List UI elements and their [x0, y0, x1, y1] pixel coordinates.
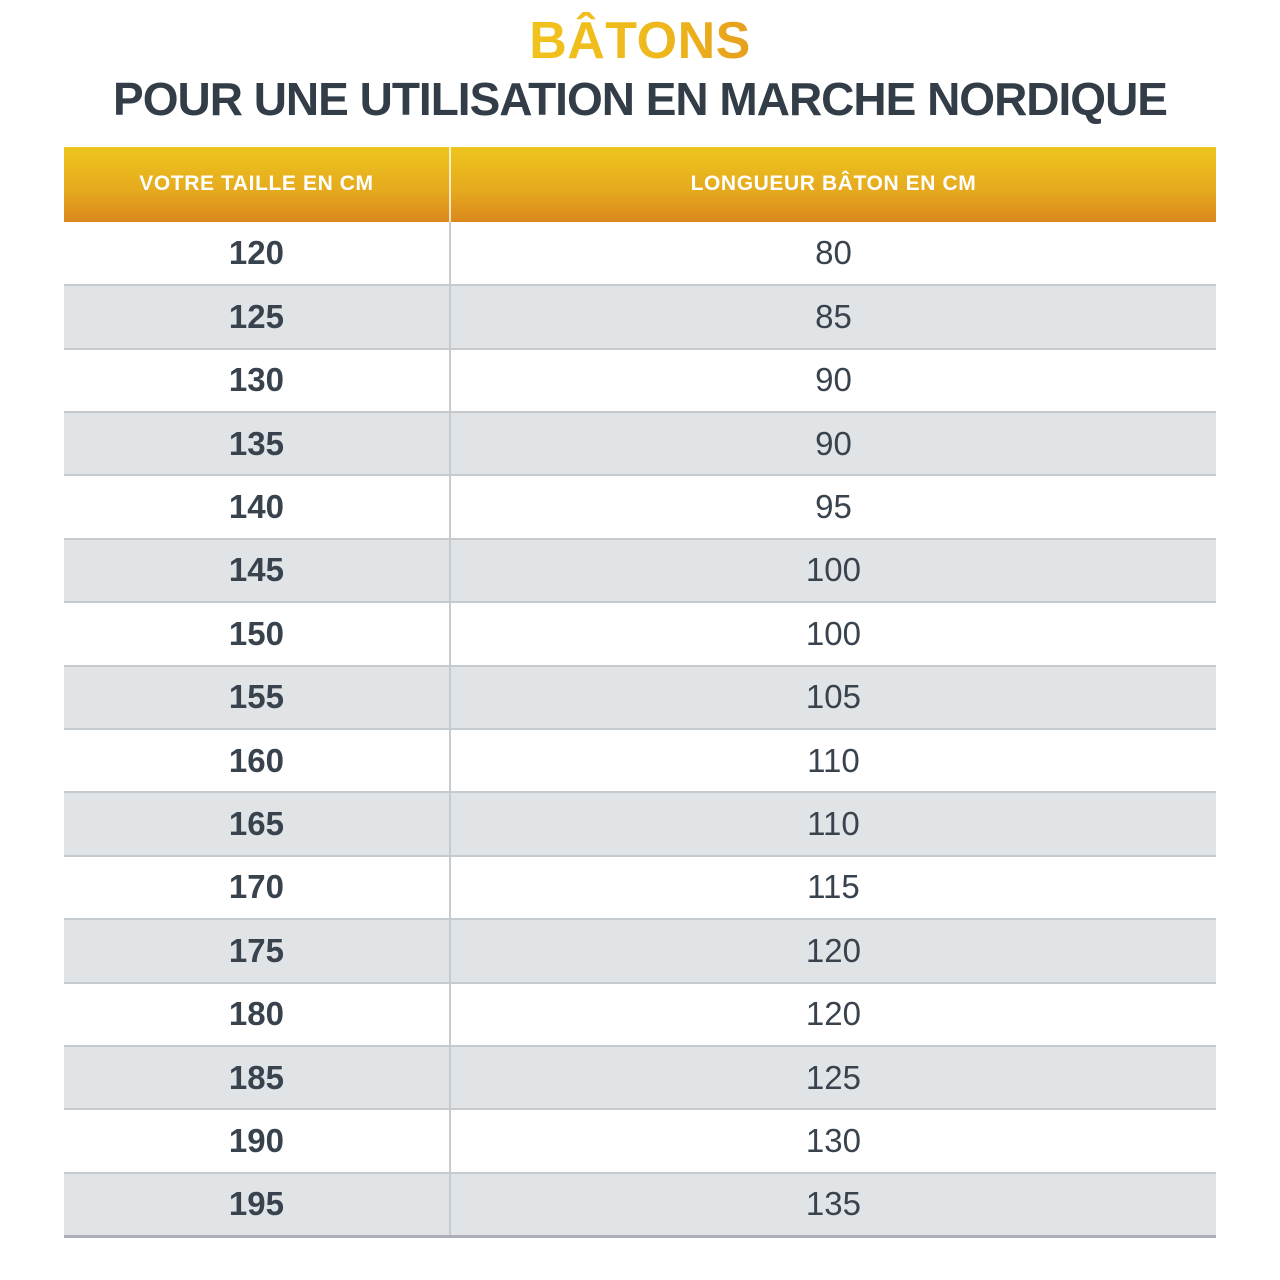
- height-cell: 185: [64, 1045, 451, 1111]
- table-row: 150 100: [64, 602, 1216, 667]
- pole-length-cell: 120: [449, 919, 1216, 984]
- table-row: 155 105: [64, 665, 1216, 730]
- table-row: 120 80: [64, 221, 1216, 287]
- height-cell: 150: [64, 602, 451, 667]
- height-cell: 160: [64, 728, 451, 794]
- pole-length-cell: 125: [449, 1045, 1216, 1111]
- height-cell: 135: [64, 412, 451, 477]
- pole-length-cell: 110: [449, 792, 1216, 857]
- pole-length-cell: 120: [449, 982, 1216, 1047]
- table-row: 175 120: [64, 919, 1216, 984]
- table-row: 165 110: [64, 792, 1216, 857]
- pole-length-cell: 115: [449, 855, 1216, 921]
- height-cell: 120: [64, 221, 451, 287]
- height-cell: 155: [64, 665, 451, 730]
- pole-length-cell: 95: [449, 475, 1216, 540]
- table-row: 130 90: [64, 348, 1216, 414]
- pole-length-cell: 80: [449, 221, 1216, 287]
- table-row: 160 110: [64, 728, 1216, 794]
- column-header-height: VOTRE TAILLE EN CM: [64, 146, 451, 222]
- pole-length-cell: 135: [449, 1172, 1216, 1237]
- table-row: 180 120: [64, 982, 1216, 1047]
- column-header-pole-length: LONGUEUR BÂTON EN CM: [449, 146, 1216, 222]
- table-row: 190 130: [64, 1109, 1216, 1174]
- height-cell: 130: [64, 348, 451, 414]
- height-cell: 145: [64, 538, 451, 604]
- table-row: 195 135: [64, 1172, 1216, 1237]
- pole-length-cell: 100: [449, 538, 1216, 604]
- table-row: 140 95: [64, 475, 1216, 540]
- table-header-row: VOTRE TAILLE EN CM LONGUEUR BÂTON EN CM: [64, 146, 1216, 222]
- table-row: 145 100: [64, 538, 1216, 604]
- pole-length-cell: 85: [449, 285, 1216, 350]
- table-row: 185 125: [64, 1045, 1216, 1111]
- table-row: 125 85: [64, 285, 1216, 350]
- height-cell: 175: [64, 919, 451, 984]
- pole-length-cell: 130: [449, 1109, 1216, 1174]
- table-row: 170 115: [64, 855, 1216, 921]
- height-cell: 140: [64, 475, 451, 540]
- page-subtitle: POUR UNE UTILISATION EN MARCHE NORDIQUE: [113, 73, 1168, 126]
- height-cell: 180: [64, 982, 451, 1047]
- pole-length-cell: 90: [449, 348, 1216, 414]
- pole-length-cell: 110: [449, 728, 1216, 794]
- pole-length-cell: 100: [449, 602, 1216, 667]
- height-cell: 195: [64, 1172, 451, 1237]
- pole-length-cell: 90: [449, 412, 1216, 477]
- pole-length-cell: 105: [449, 665, 1216, 730]
- table-row: 135 90: [64, 412, 1216, 477]
- height-cell: 190: [64, 1109, 451, 1174]
- pole-sizing-table: VOTRE TAILLE EN CM LONGUEUR BÂTON EN CM …: [64, 146, 1216, 1238]
- height-cell: 170: [64, 855, 451, 921]
- page-title: BÂTONS: [440, 12, 840, 70]
- height-cell: 165: [64, 792, 451, 857]
- table-body: 120 80 125 85 130 90 135 90 140 95 145 100 150 100 155…: [64, 221, 1216, 1237]
- height-cell: 125: [64, 285, 451, 350]
